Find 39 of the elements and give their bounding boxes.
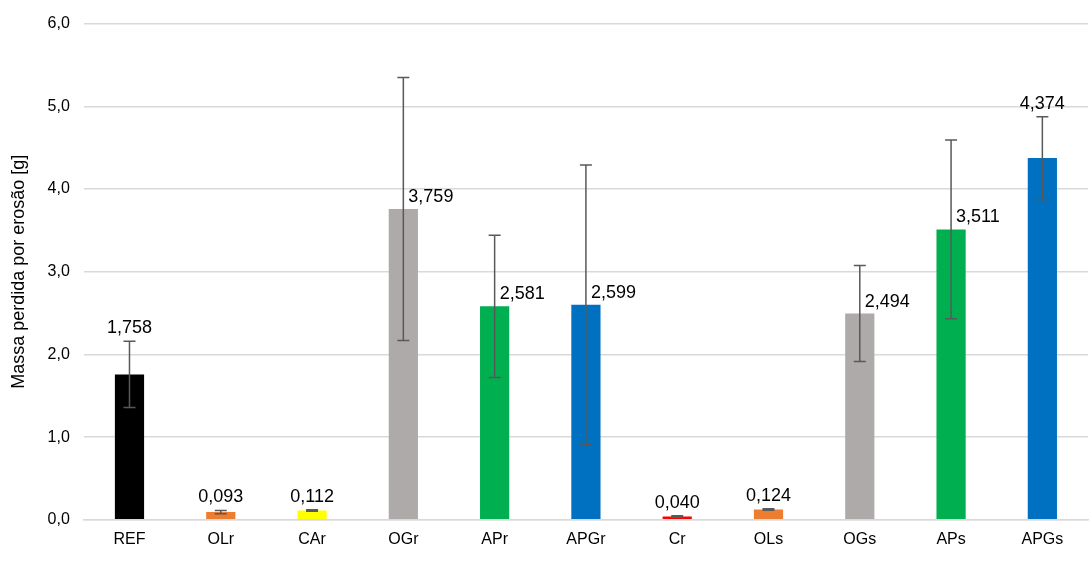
bar <box>571 304 601 520</box>
bar <box>114 374 145 520</box>
x-tick-label: APGr <box>566 529 607 547</box>
bar <box>936 229 966 520</box>
y-tick-label: 2,0 <box>47 344 70 362</box>
bar <box>297 510 327 520</box>
data-label: 2,581 <box>499 283 545 304</box>
y-tick-label: 0,0 <box>47 510 70 528</box>
data-label: 4,374 <box>1019 92 1065 113</box>
bar <box>845 313 875 520</box>
data-label: 0,112 <box>290 485 334 506</box>
x-tick-label: OLr <box>207 529 235 547</box>
y-tick-label: 1,0 <box>47 427 70 445</box>
data-label: 2,494 <box>864 290 910 311</box>
y-tick-label: 6,0 <box>47 14 70 32</box>
y-tick-label: 4,0 <box>47 179 70 197</box>
x-tick-label: REF <box>113 529 146 547</box>
bar <box>388 208 418 520</box>
bar <box>480 306 510 520</box>
data-label: 3,759 <box>408 185 454 206</box>
data-label: 1,758 <box>106 317 153 338</box>
x-tick-label: APs <box>936 529 966 547</box>
x-tick-label: Cr <box>668 529 687 547</box>
x-tick-label: OGr <box>388 529 420 547</box>
data-label: 2,599 <box>590 281 636 302</box>
y-tick-label: 3,0 <box>47 262 70 280</box>
x-tick-label: OGs <box>843 529 877 547</box>
data-label: 0,124 <box>745 484 792 505</box>
data-label: 0,093 <box>198 486 244 507</box>
data-label: 0,040 <box>654 491 700 512</box>
bar <box>753 509 784 520</box>
y-axis-title: Massa perdida por erosão [g] <box>7 154 28 389</box>
y-tick-label: 5,0 <box>47 96 70 114</box>
x-tick-label: APr <box>481 529 509 547</box>
data-label: 3,511 <box>956 206 1000 227</box>
x-tick-label: CAr <box>298 529 327 547</box>
x-tick-label: APGs <box>1021 529 1064 547</box>
bar <box>1027 158 1057 520</box>
x-tick-label: OLs <box>753 529 784 547</box>
